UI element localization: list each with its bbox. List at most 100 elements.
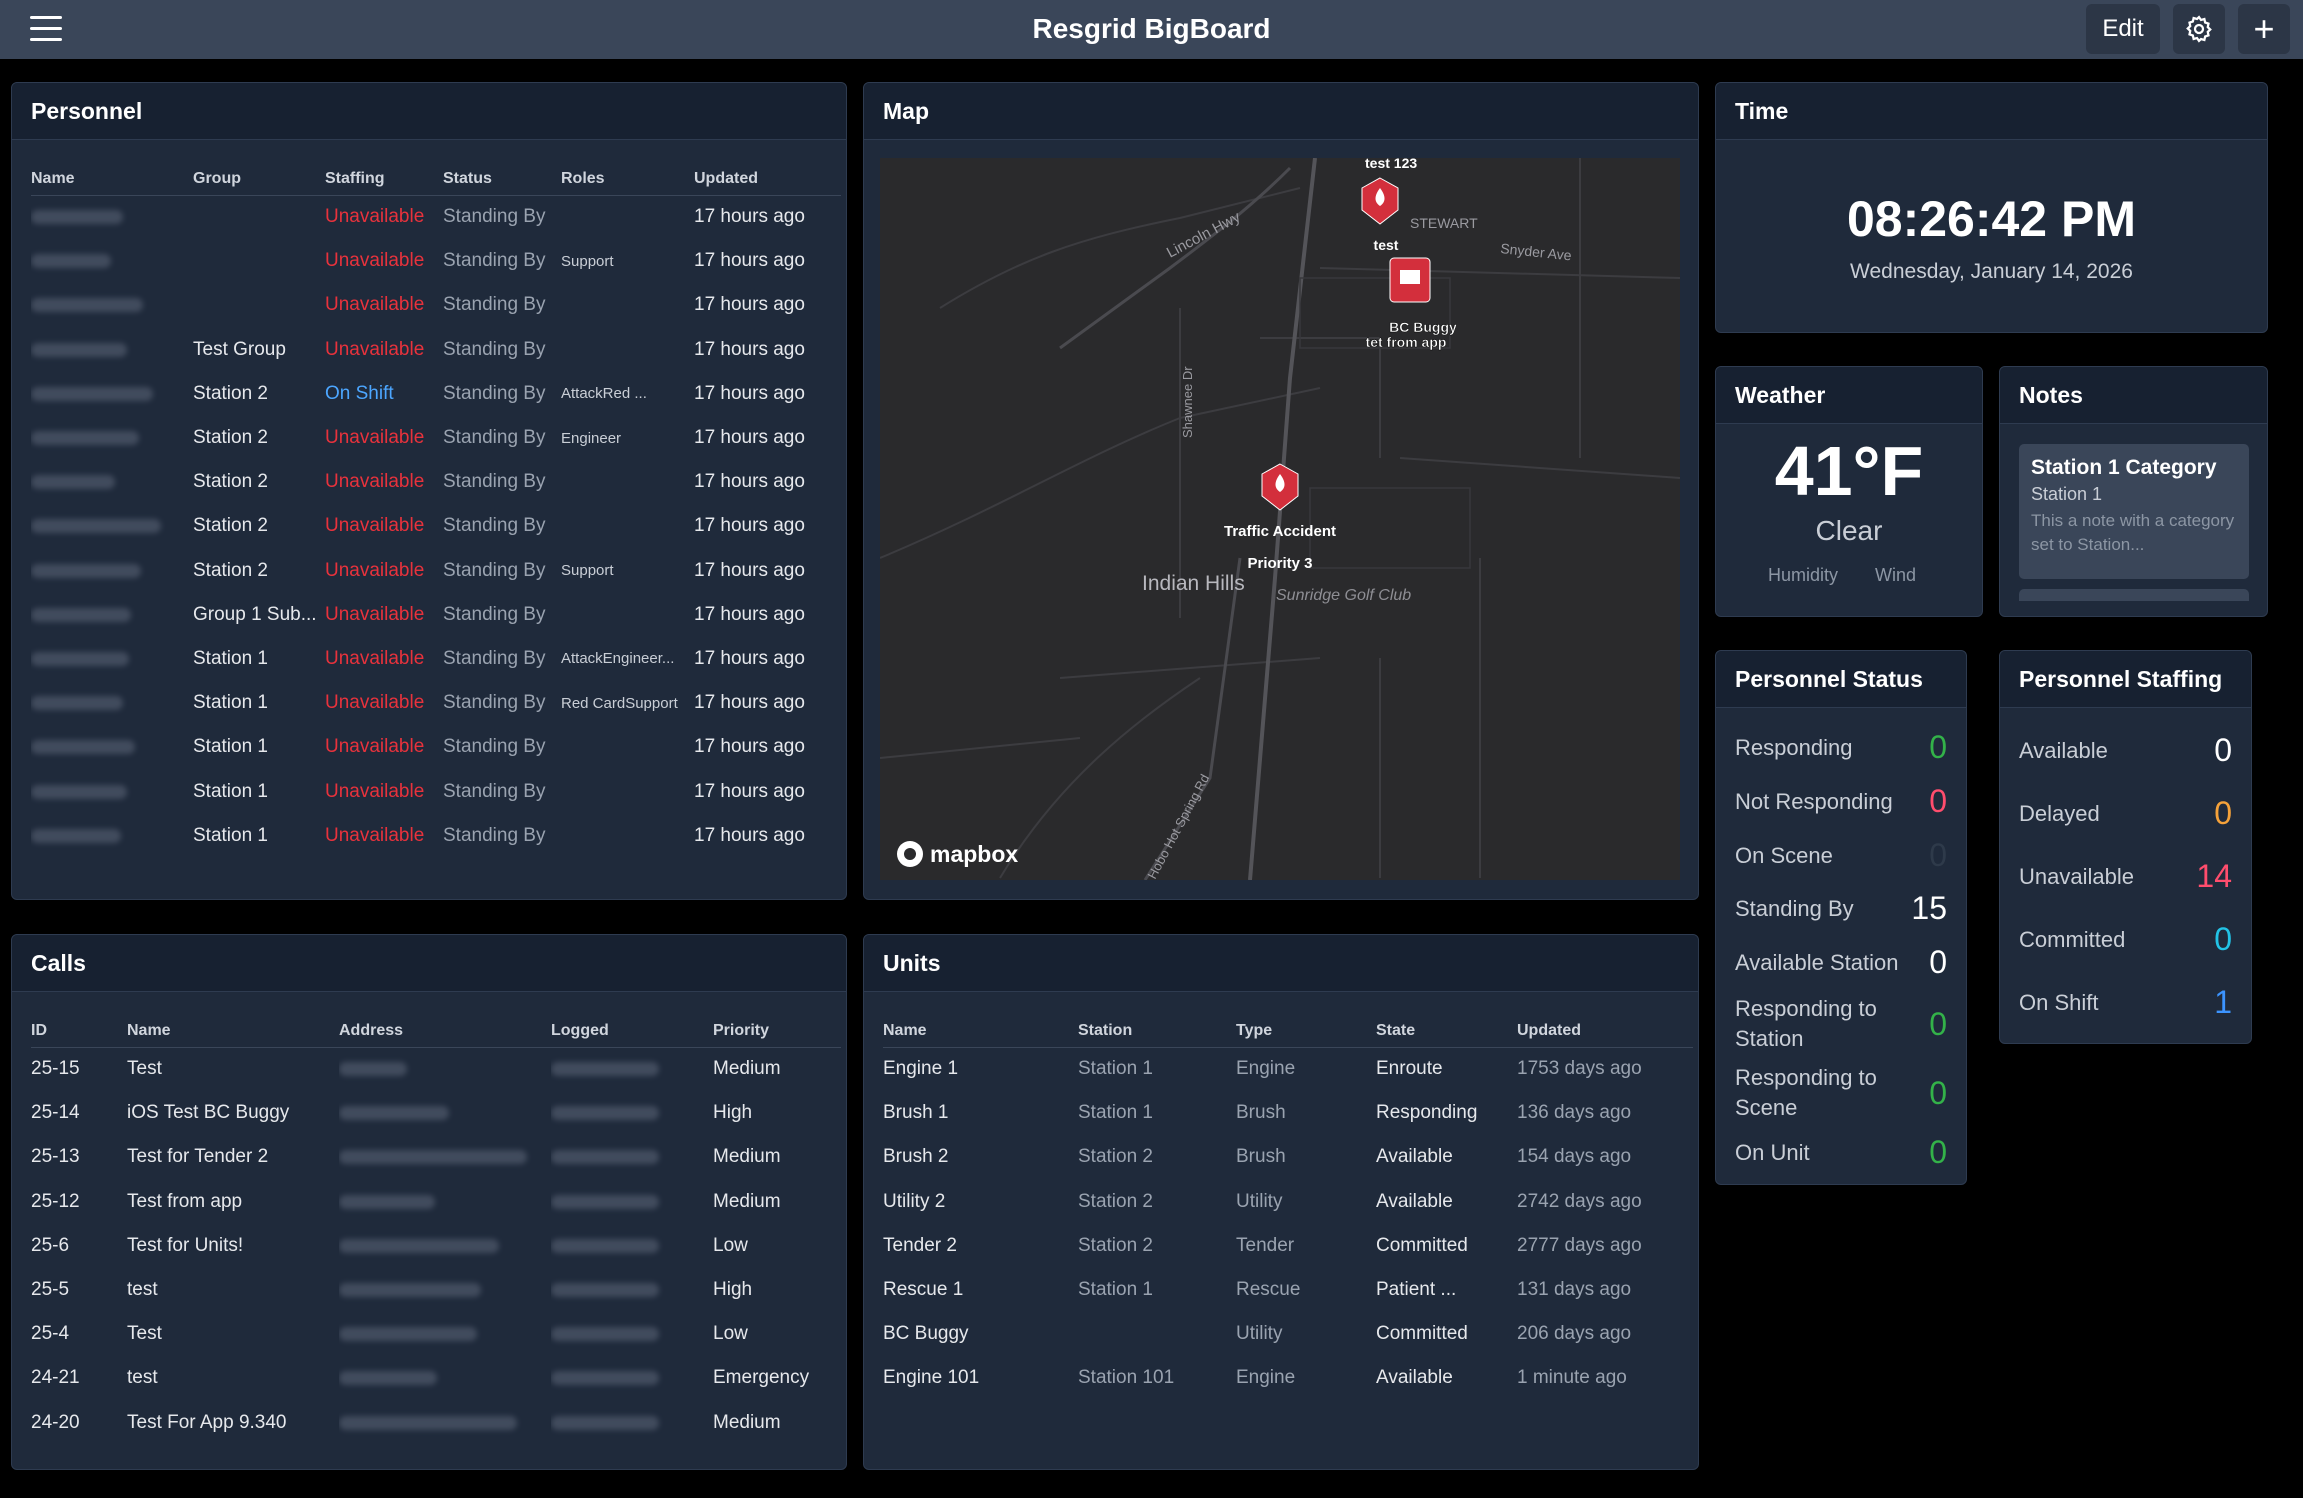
table-row[interactable]: 25-6 Test for Units! Low (31, 1224, 841, 1268)
personnel-status: Standing By (443, 603, 546, 625)
calls-col-priority[interactable]: Priority (713, 1015, 841, 1048)
call-name: Test from app (127, 1190, 243, 1212)
table-row[interactable]: Station 2 Unavailable Standing By Engineer 1… (31, 416, 841, 460)
table-row[interactable]: Station 1 Unavailable Standing By 17 hours … (31, 725, 841, 769)
table-row[interactable]: Unavailable Standing By 17 hours ago (31, 195, 841, 239)
unit-state: Committed (1376, 1323, 1468, 1345)
personnel-status: Standing By (443, 471, 546, 493)
call-address (339, 1356, 551, 1400)
redacted-text (31, 696, 123, 711)
table-row[interactable]: Engine 1 Station 1 Engine Enroute 1753 days … (883, 1047, 1693, 1091)
table-row[interactable]: Station 2 On Shift Standing By AttackRed ..… (31, 372, 841, 416)
personnel-updated: 17 hours ago (694, 427, 805, 449)
personnel-col-updated[interactable]: Updated (694, 163, 841, 196)
stat-label: Unavailable (2019, 863, 2134, 889)
note-card[interactable]: Station 1 Category Station 1 This a note… (2019, 444, 2249, 579)
personnel-updated: 17 hours ago (694, 559, 805, 581)
table-row[interactable]: 24-20 Test For App 9.340 Medium (31, 1401, 841, 1445)
settings-button[interactable] (2173, 4, 2225, 54)
unit-name: Rescue 1 (883, 1279, 964, 1301)
table-row[interactable]: 25-4 Test Low (31, 1312, 841, 1356)
app-title: Resgrid BigBoard (1032, 13, 1271, 44)
map-canvas[interactable]: Lincoln Hwy Snyder Ave STEWART Shawnee D… (880, 158, 1680, 880)
gear-icon (2186, 15, 2212, 43)
table-row[interactable]: Station 2 Unavailable Standing By 17 hours … (31, 504, 841, 548)
call-logged (551, 1135, 713, 1179)
table-row[interactable]: Brush 1 Station 1 Brush Responding 136 days … (883, 1091, 1693, 1135)
units-col-type[interactable]: Type (1236, 1015, 1376, 1048)
personnel-col-roles[interactable]: Roles (561, 163, 694, 196)
call-name: test (127, 1279, 158, 1301)
unit-type: Utility (1236, 1190, 1283, 1212)
menu-icon[interactable] (30, 16, 62, 42)
personnel-roles: Red CardSupport (561, 694, 678, 712)
table-row[interactable]: Unavailable Standing By 17 hours ago (31, 283, 841, 327)
personnel-roles (561, 593, 694, 637)
table-row[interactable]: Brush 2 Station 2 Brush Available 154 days a… (883, 1135, 1693, 1179)
personnel-roles (561, 283, 694, 327)
marker-traffic-accident[interactable]: Traffic Accident Priority 3 (1224, 463, 1336, 572)
calls-col-address[interactable]: Address (339, 1015, 551, 1048)
personnel-col-staffing[interactable]: Staffing (325, 163, 443, 196)
personnel-col-status[interactable]: Status (443, 163, 561, 196)
table-row[interactable]: 25-14 iOS Test BC Buggy High (31, 1091, 841, 1135)
edit-button[interactable]: Edit (2086, 4, 2160, 54)
place-snyder-ave: Snyder Ave (1500, 240, 1573, 263)
table-row[interactable]: Unavailable Standing By Support 17 hours ag… (31, 239, 841, 283)
units-col-state[interactable]: State (1376, 1015, 1517, 1048)
table-row[interactable]: 25-12 Test from app Medium (31, 1180, 841, 1224)
personnel-roles (561, 725, 694, 769)
top-bar: Resgrid BigBoard Edit + (0, 0, 2303, 59)
redacted-text (31, 784, 127, 799)
table-row[interactable]: Test Group Unavailable Standing By 17 hours… (31, 328, 841, 372)
weather-panel: Weather 41°F Clear Humidity Wind (1715, 366, 1983, 617)
calls-col-name[interactable]: Name (127, 1015, 339, 1048)
table-row[interactable]: 25-15 Test Medium (31, 1047, 841, 1091)
status-responding-to-station: Responding to Station 0 (1735, 994, 1947, 1054)
table-row[interactable]: Station 1 Unavailable Standing By 17 hours … (31, 769, 841, 813)
table-row[interactable]: Engine 101 Station 101 Engine Available 1 mi… (883, 1356, 1693, 1400)
table-row[interactable]: 25-5 test High (31, 1268, 841, 1312)
personnel-col-name[interactable]: Name (31, 163, 193, 196)
table-row[interactable]: Station 1 Unavailable Standing By 17 hours … (31, 814, 841, 858)
marker-test-123[interactable]: test 123 test (1361, 158, 1417, 253)
personnel-group: Station 2 (193, 559, 268, 581)
personnel-col-group[interactable]: Group (193, 163, 325, 196)
marker-bc-buggy[interactable]: BC Buggy tet from app (1365, 257, 1457, 350)
personnel-staffing: Unavailable (325, 338, 425, 360)
personnel-group: Station 1 (193, 647, 268, 669)
table-row[interactable]: Station 2 Unavailable Standing By 17 hours … (31, 460, 841, 504)
redacted-text (551, 1062, 659, 1077)
table-row[interactable]: Tender 2 Station 2 Tender Committed 2777 day… (883, 1224, 1693, 1268)
redacted-text (551, 1283, 659, 1298)
stat-label: Available (2019, 737, 2108, 763)
units-col-station[interactable]: Station (1078, 1015, 1236, 1048)
map-view[interactable]: Lincoln Hwy Snyder Ave STEWART Shawnee D… (880, 158, 1680, 880)
calls-col-logged[interactable]: Logged (551, 1015, 713, 1048)
table-row[interactable]: Rescue 1 Station 1 Rescue Patient ... 131 da… (883, 1268, 1693, 1312)
unit-type: Utility (1236, 1323, 1283, 1345)
unit-state: Patient ... (1376, 1279, 1457, 1301)
units-col-updated[interactable]: Updated (1517, 1015, 1693, 1048)
table-row[interactable]: Station 2 Unavailable Standing By Support 17… (31, 549, 841, 593)
table-row[interactable]: Utility 2 Station 2 Utility Available 2742 d… (883, 1180, 1693, 1224)
unit-state: Responding (1376, 1102, 1478, 1124)
stat-label: Not Responding (1735, 788, 1893, 814)
table-row[interactable]: 25-13 Test for Tender 2 Medium (31, 1135, 841, 1179)
units-col-name[interactable]: Name (883, 1015, 1078, 1048)
call-address (339, 1091, 551, 1135)
personnel-staffing: Unavailable (325, 515, 425, 537)
unit-name: Tender 2 (883, 1234, 957, 1256)
marker-label-tet-from-app: tet from app (1366, 334, 1447, 350)
table-row[interactable]: 24-21 test Emergency (31, 1356, 841, 1400)
table-row[interactable]: Station 1 Unavailable Standing By AttackEng… (31, 637, 841, 681)
call-logged (551, 1401, 713, 1445)
calls-col-id[interactable]: ID (31, 1015, 127, 1048)
call-id: 25-13 (31, 1146, 80, 1168)
add-widget-button[interactable]: + (2238, 4, 2290, 54)
personnel-group: Station 1 (193, 692, 268, 714)
table-row[interactable]: Station 1 Unavailable Standing By Red CardS… (31, 681, 841, 725)
table-row[interactable]: BC Buggy Utility Committed 206 days ago (883, 1312, 1693, 1356)
redacted-text (31, 298, 143, 313)
table-row[interactable]: Group 1 Sub... Unavailable Standing By 17 h… (31, 593, 841, 637)
